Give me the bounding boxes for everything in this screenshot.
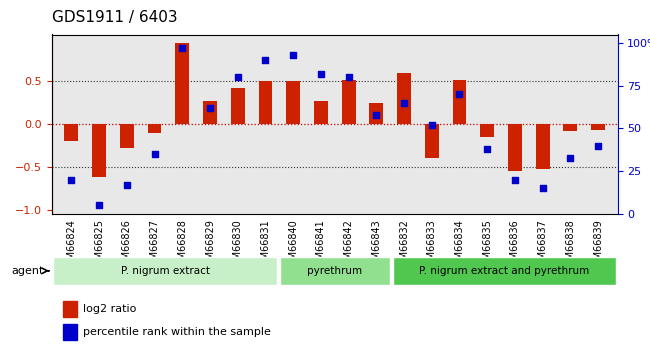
Point — [454, 91, 465, 97]
Bar — [536, 124, 550, 169]
Bar — [203, 101, 217, 124]
FancyBboxPatch shape — [280, 257, 390, 285]
Bar — [148, 124, 161, 133]
Text: GDS1911 / 6403: GDS1911 / 6403 — [52, 10, 177, 25]
Point — [288, 52, 298, 58]
Bar — [286, 81, 300, 124]
Point — [316, 71, 326, 77]
Point — [510, 177, 520, 183]
Point — [122, 182, 132, 188]
Bar — [452, 80, 467, 124]
Bar — [369, 103, 384, 124]
Text: log2 ratio: log2 ratio — [83, 304, 136, 314]
Bar — [231, 88, 244, 124]
Text: percentile rank within the sample: percentile rank within the sample — [83, 327, 271, 337]
Bar — [425, 124, 439, 158]
Point — [371, 112, 382, 118]
Bar — [342, 80, 356, 124]
Point — [260, 57, 270, 63]
Bar — [63, 324, 77, 340]
Bar — [259, 81, 272, 124]
Text: agent: agent — [12, 266, 44, 276]
Point — [565, 155, 576, 160]
Bar — [120, 124, 134, 148]
Text: pyrethrum: pyrethrum — [307, 266, 362, 276]
Bar — [64, 124, 79, 141]
Bar — [63, 301, 77, 317]
Point — [399, 100, 410, 106]
Point — [482, 146, 493, 152]
Text: P. nigrum extract and pyrethrum: P. nigrum extract and pyrethrum — [419, 266, 590, 276]
Text: P. nigrum extract: P. nigrum extract — [121, 266, 209, 276]
FancyBboxPatch shape — [53, 257, 277, 285]
Point — [593, 143, 603, 148]
Bar — [314, 101, 328, 124]
Point — [177, 46, 187, 51]
Point — [538, 186, 548, 191]
Bar — [176, 43, 189, 124]
Point — [94, 203, 104, 208]
FancyBboxPatch shape — [393, 257, 616, 285]
Point — [150, 151, 160, 157]
Point — [233, 75, 243, 80]
Bar — [591, 124, 605, 130]
Point — [343, 75, 354, 80]
Bar — [508, 124, 522, 171]
Bar — [480, 124, 494, 137]
Bar — [92, 124, 106, 177]
Point — [205, 105, 215, 111]
Point — [66, 177, 77, 183]
Point — [426, 122, 437, 128]
Bar — [564, 124, 577, 131]
Bar — [397, 73, 411, 124]
